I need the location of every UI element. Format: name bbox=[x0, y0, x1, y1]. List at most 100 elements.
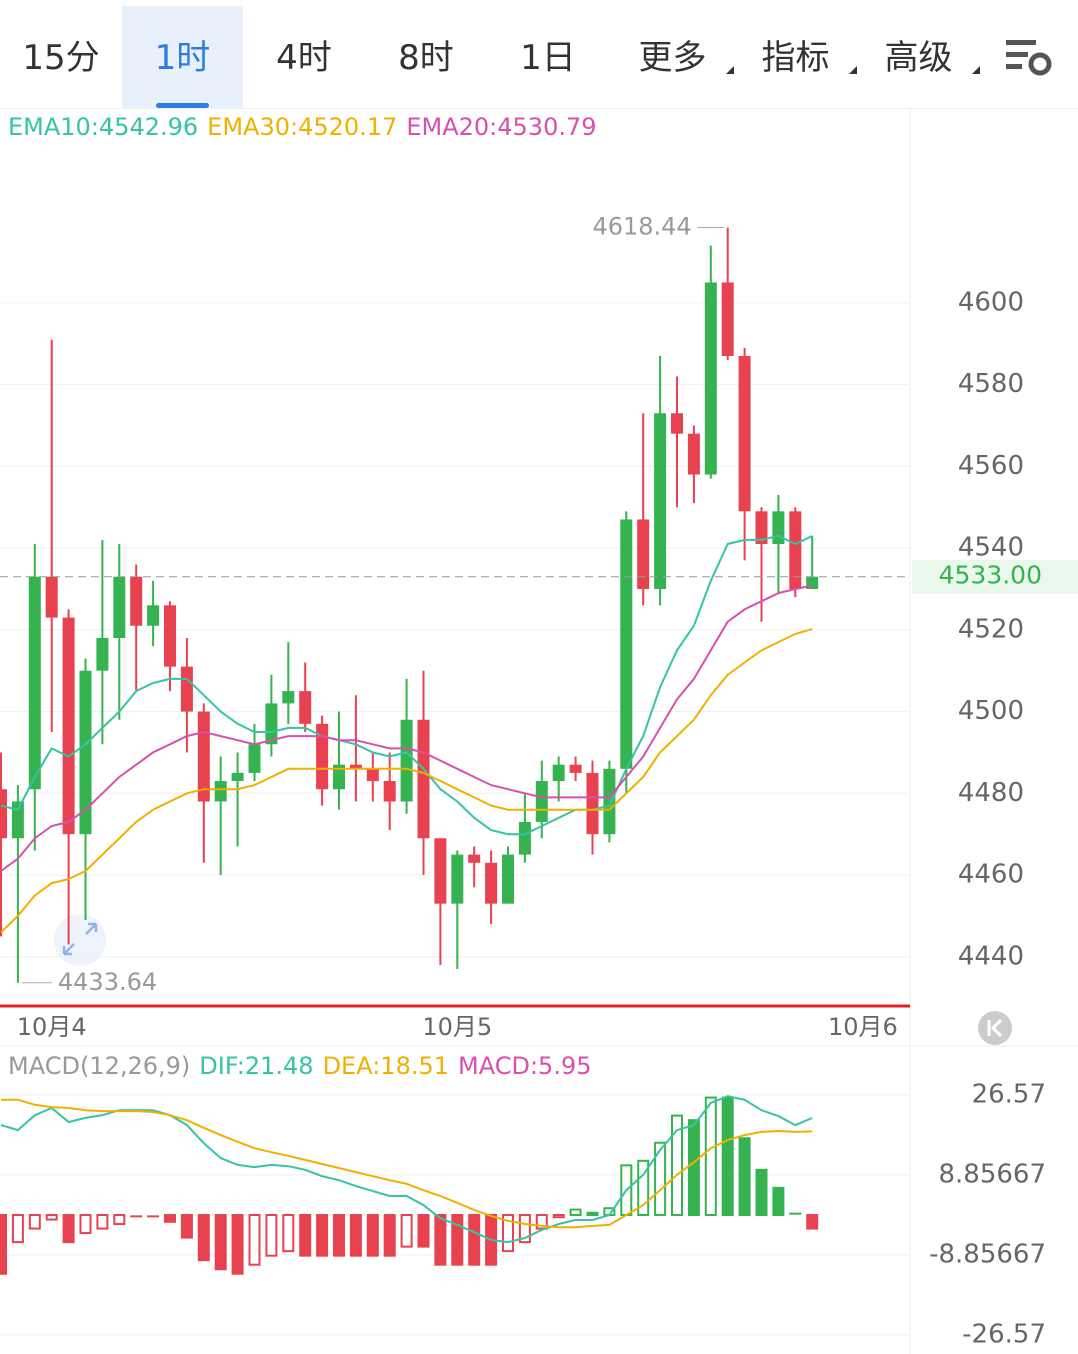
macd-bar bbox=[535, 1214, 548, 1230]
candle-body bbox=[79, 670, 92, 835]
candle-body bbox=[451, 854, 464, 904]
candle-body bbox=[687, 433, 700, 475]
macd-bar bbox=[451, 1214, 464, 1266]
candle-body bbox=[569, 764, 582, 773]
macd-bar bbox=[316, 1214, 329, 1257]
macd-bar bbox=[721, 1096, 734, 1217]
macd-bar bbox=[113, 1214, 126, 1226]
low-label: 4433.64 bbox=[58, 968, 157, 996]
candle-body bbox=[130, 576, 143, 626]
macd-bar bbox=[400, 1214, 413, 1248]
y-tick-label: 4600 bbox=[958, 287, 1024, 317]
legend-entry: EMA10:4542.96 bbox=[8, 113, 198, 141]
candle-body bbox=[552, 764, 565, 782]
candle-body bbox=[671, 413, 683, 434]
timeframe-tabs: 15分 1时 4时 8时 1日 更多 指标 高级 bbox=[0, 0, 1078, 109]
macd-bar bbox=[434, 1214, 447, 1266]
tab[interactable]: 1日 bbox=[520, 38, 576, 78]
dropdown-tab[interactable]: 更多 bbox=[625, 6, 734, 108]
indicator-line bbox=[0, 584, 813, 872]
macd-bar bbox=[738, 1137, 751, 1217]
macd-bar bbox=[569, 1208, 582, 1217]
candle-body bbox=[637, 519, 650, 589]
candle-body bbox=[231, 772, 244, 782]
candle-body bbox=[214, 781, 227, 802]
macd-bar bbox=[502, 1214, 514, 1253]
candle-body bbox=[282, 691, 295, 704]
legend-entry: EMA30:4520.17 bbox=[207, 113, 397, 141]
macd-bar bbox=[214, 1214, 227, 1271]
macd-bar bbox=[772, 1186, 785, 1217]
candle-body bbox=[96, 638, 109, 671]
last-price-label: 4533.00 bbox=[939, 561, 1042, 590]
legend-entry: MACD(12,26,9) bbox=[8, 1052, 190, 1080]
macd-bar bbox=[637, 1159, 650, 1217]
macd-bar bbox=[96, 1214, 109, 1230]
macd-bar bbox=[552, 1214, 565, 1219]
y-tick-label: 4560 bbox=[958, 451, 1024, 481]
y-tick-label: 4460 bbox=[958, 860, 1024, 890]
candle-body bbox=[28, 576, 41, 790]
candle-body bbox=[586, 772, 599, 835]
macd-bar bbox=[0, 1214, 7, 1275]
candle-body bbox=[316, 723, 329, 790]
high-label: 4618.44 bbox=[592, 213, 691, 241]
x-tick-label: 10月5 bbox=[422, 1013, 492, 1041]
dropdown-tab[interactable]: 指标 bbox=[748, 6, 857, 108]
macd-bar bbox=[45, 1214, 58, 1221]
macd-bar bbox=[417, 1214, 430, 1248]
candle-body bbox=[620, 519, 633, 769]
macd-bar bbox=[62, 1214, 75, 1244]
indicator-line bbox=[0, 628, 813, 934]
candle-body bbox=[535, 781, 548, 822]
tab[interactable]: 4时 bbox=[276, 38, 332, 78]
y-tick-label: 4500 bbox=[958, 696, 1024, 726]
macd-bar bbox=[704, 1096, 717, 1217]
macd-bar bbox=[180, 1214, 193, 1239]
y-tick-label: 4520 bbox=[958, 614, 1024, 644]
candle-body bbox=[333, 764, 345, 790]
candle-body bbox=[45, 576, 58, 618]
tab-selected[interactable]: 1时 bbox=[122, 6, 243, 108]
macd-bar bbox=[671, 1114, 683, 1217]
candle-body bbox=[772, 511, 785, 545]
zoom-icon bbox=[62, 922, 98, 956]
candle-body bbox=[164, 605, 176, 667]
y-tick-label: -26.57 bbox=[962, 1320, 1046, 1350]
tab[interactable]: 8时 bbox=[398, 38, 454, 78]
candle-body bbox=[349, 764, 362, 769]
macd-bar bbox=[806, 1214, 819, 1230]
dropdown-tab[interactable]: 高级 bbox=[871, 6, 980, 108]
y-tick-label: 26.57 bbox=[972, 1079, 1046, 1109]
x-tick-label: 10月4 bbox=[17, 1013, 87, 1041]
macd-bar bbox=[383, 1214, 396, 1257]
macd-bar bbox=[333, 1214, 345, 1257]
candle-body bbox=[789, 511, 802, 589]
candle-body bbox=[11, 801, 24, 839]
macd-bar bbox=[366, 1214, 379, 1257]
candle-body bbox=[485, 862, 498, 904]
candle-body bbox=[400, 719, 413, 802]
candle-body bbox=[299, 691, 312, 724]
zoom-button[interactable] bbox=[54, 914, 106, 966]
indicator-line bbox=[0, 534, 813, 836]
tab[interactable]: 15分 bbox=[22, 38, 100, 78]
legend-entry: DEA:18.51 bbox=[323, 1052, 449, 1080]
y-tick-label: 4540 bbox=[958, 533, 1024, 563]
macd-bar bbox=[654, 1141, 667, 1217]
y-tick-label: 8.85667 bbox=[938, 1160, 1046, 1190]
candle-body bbox=[180, 666, 193, 712]
candle-body bbox=[468, 854, 481, 863]
y-tick-label: 4440 bbox=[958, 941, 1024, 971]
last-price-box bbox=[912, 559, 1078, 594]
candle-body bbox=[704, 282, 717, 475]
candle-body bbox=[721, 282, 734, 357]
candle-body bbox=[113, 576, 126, 639]
macd-bar bbox=[468, 1214, 481, 1266]
macd-bar bbox=[755, 1168, 768, 1217]
candle-body bbox=[417, 719, 430, 839]
candle-body bbox=[197, 711, 210, 802]
settings-icon[interactable] bbox=[1000, 34, 1060, 84]
candle-body bbox=[0, 789, 7, 839]
macd-bar bbox=[265, 1214, 278, 1257]
